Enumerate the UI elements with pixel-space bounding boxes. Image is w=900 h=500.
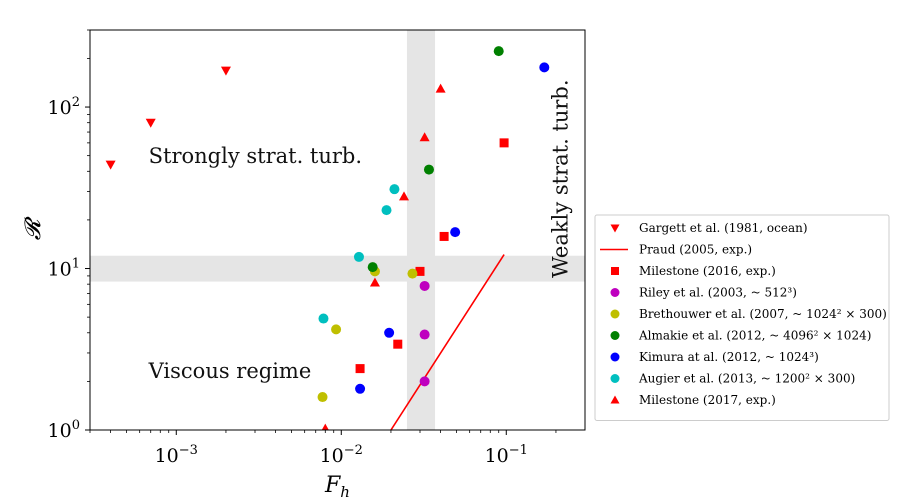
annotation-label: Viscous regime — [148, 359, 312, 383]
tick-label: 10−2 — [320, 443, 363, 467]
data-point — [439, 231, 449, 241]
legend-label: Kimura at al. (2012, ~ 1024³) — [639, 350, 819, 364]
x-axis-label: Fh — [324, 473, 350, 500]
y-axis-label: 𝓡 — [21, 216, 46, 240]
legend-marker — [610, 288, 620, 297]
data-point — [145, 118, 156, 128]
data-point — [435, 83, 446, 93]
data-point — [321, 423, 329, 430]
shaded-bands — [90, 30, 585, 430]
plot-frame — [89, 29, 586, 431]
annotation-label: Weakly strat. turb. — [549, 79, 573, 278]
data-point — [389, 184, 400, 195]
data-point — [317, 392, 328, 403]
legend-marker — [610, 331, 620, 340]
region-annotations: Strongly strat. turb. Viscous regime Weakl… — [148, 79, 573, 383]
data-point — [399, 191, 410, 201]
y-axis-ticks: 100 101 102 — [48, 29, 90, 442]
data-point — [415, 266, 425, 276]
data-point — [419, 329, 430, 340]
legend-marker — [610, 352, 620, 362]
data-point — [353, 251, 364, 262]
x-axis-ticks: 10−3 10−2 10−1 — [89, 430, 557, 467]
tick-label: 100 — [48, 418, 80, 442]
series-line — [390, 254, 505, 430]
legend-marker — [610, 224, 620, 233]
legend-box — [594, 214, 890, 421]
data-point — [105, 160, 116, 170]
shaded-band-horizontal — [90, 255, 585, 282]
data-point — [384, 327, 395, 338]
legend-marker — [611, 267, 619, 275]
data-point — [318, 313, 329, 324]
data-point — [423, 164, 434, 175]
data-point — [369, 277, 380, 287]
legend-label: Riley et al. (2003, ~ 512³) — [639, 286, 797, 300]
fit-lines — [390, 254, 505, 430]
legend-label: Milestone (2017, exp.) — [639, 393, 776, 407]
data-point — [220, 66, 231, 76]
data-point — [381, 205, 392, 216]
legend-label: Almakie et al. (2012, ~ 4096² × 1024) — [638, 329, 871, 343]
legend-label: Augier et al. (2013, ~ 1200² × 300) — [638, 372, 855, 386]
data-points — [105, 46, 550, 430]
data-point — [367, 262, 378, 273]
legend-label: Milestone (2016, exp.) — [639, 264, 776, 278]
legend-marker — [610, 395, 620, 404]
data-point — [493, 46, 504, 57]
data-point — [450, 227, 461, 238]
tick-label: 10−1 — [485, 443, 528, 467]
legend-marker — [610, 374, 620, 383]
legend-label: Gargett et al. (1981, ocean) — [639, 221, 808, 235]
data-point — [355, 383, 366, 394]
shaded-band-vertical — [406, 30, 436, 430]
data-point — [355, 364, 365, 374]
data-point — [419, 376, 430, 387]
data-point — [499, 138, 509, 148]
data-point — [331, 324, 342, 335]
data-point — [419, 132, 430, 142]
legend: Gargett et al. (1981, ocean) Praud (2005,… — [594, 214, 890, 421]
data-point — [539, 62, 550, 73]
legend-label: Praud (2005, exp.) — [639, 243, 752, 257]
data-point — [419, 280, 430, 291]
data-point — [407, 268, 418, 279]
legend-marker — [610, 309, 620, 319]
annotation-label: Strongly strat. turb. — [149, 144, 362, 168]
legend-label: Brethouwer et al. (2007, ~ 1024² × 300) — [639, 307, 887, 321]
data-point — [393, 339, 403, 349]
tick-label: 10−3 — [155, 443, 198, 467]
tick-label: 101 — [48, 257, 80, 281]
tick-label: 102 — [48, 95, 80, 119]
